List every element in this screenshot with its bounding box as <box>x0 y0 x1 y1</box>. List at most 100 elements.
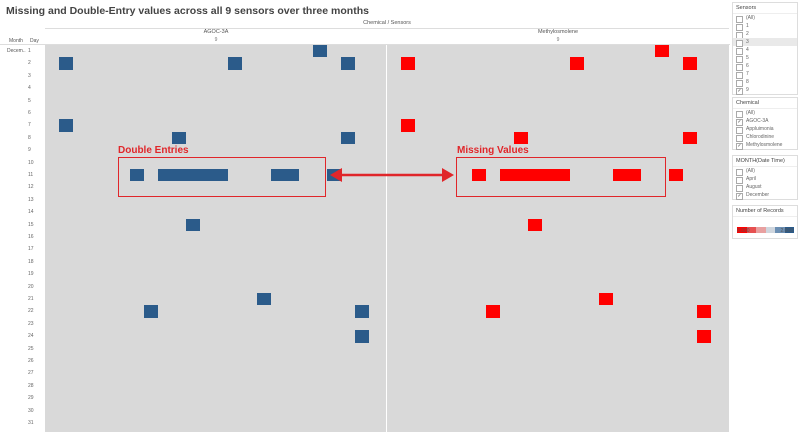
day-label: 21 <box>28 296 34 302</box>
missing-value-cell[interactable] <box>471 169 486 182</box>
missing-value-cell[interactable] <box>697 305 712 318</box>
missing-value-cell[interactable] <box>612 169 627 182</box>
checkbox-icon[interactable] <box>736 63 743 71</box>
double-entry-cell[interactable] <box>214 169 229 182</box>
chemical-option[interactable]: Chlorodinine <box>733 133 797 142</box>
double-entry-cell[interactable] <box>256 293 271 306</box>
chemical-option[interactable]: ✓ AGOC-3A <box>733 117 797 126</box>
sensor-option[interactable]: 1 <box>733 22 797 31</box>
double-entry-cell[interactable] <box>270 169 285 182</box>
legend-swatch <box>746 227 756 233</box>
missing-value-cell[interactable] <box>401 119 416 132</box>
checkbox-icon[interactable] <box>736 110 743 118</box>
checkbox-icon[interactable] <box>736 71 743 79</box>
chemical-option[interactable]: ✓ Methylosmolene <box>733 141 797 150</box>
day-label: 19 <box>28 271 34 278</box>
checkbox-icon[interactable]: ✓ <box>736 142 743 150</box>
day-label: 27 <box>28 370 34 377</box>
checkbox-icon[interactable] <box>736 79 743 87</box>
checkbox-icon[interactable] <box>736 23 743 31</box>
checkbox-icon[interactable] <box>736 168 743 176</box>
checkbox-icon[interactable] <box>736 134 743 142</box>
double-entry-cell[interactable] <box>186 218 201 231</box>
missing-value-cell[interactable] <box>598 293 613 306</box>
checkbox-icon[interactable] <box>736 47 743 55</box>
month-option[interactable]: August <box>733 183 797 192</box>
day-label: 13 <box>28 196 34 203</box>
checkbox-icon[interactable] <box>736 39 743 47</box>
double-entry-cell[interactable] <box>355 330 370 343</box>
missing-value-cell[interactable] <box>499 169 514 182</box>
missing-value-cell[interactable] <box>697 330 712 343</box>
legend-swatch <box>784 227 794 233</box>
sensor-option[interactable]: 3 <box>733 38 797 47</box>
double-entry-cell[interactable] <box>341 57 356 70</box>
double-entry-cell[interactable] <box>186 169 201 182</box>
day-label: 16 <box>28 234 34 240</box>
missing-value-cell[interactable] <box>528 218 543 231</box>
day-label: 1 <box>28 48 31 54</box>
sensor-option[interactable]: 4 <box>733 46 797 55</box>
double-entry-cell[interactable] <box>59 119 74 132</box>
day-label: 2 <box>28 60 31 67</box>
sensor-option[interactable]: 7 <box>733 70 797 79</box>
checkbox-icon[interactable] <box>736 184 743 192</box>
dashboard-title: Missing and Double-Entry values across a… <box>6 5 369 17</box>
chemical-option-label: (All) <box>746 110 755 116</box>
sensor-option[interactable]: 6 <box>733 62 797 71</box>
month-option[interactable]: ✓ December <box>733 191 797 200</box>
day-label: 4 <box>28 85 31 92</box>
double-entry-cell[interactable] <box>341 131 356 145</box>
double-entry-cell[interactable] <box>284 169 299 182</box>
month-option-label: (All) <box>746 168 755 174</box>
checkbox-icon[interactable] <box>736 126 743 134</box>
missing-value-cell[interactable] <box>669 169 684 182</box>
double-entry-cell[interactable] <box>129 169 144 182</box>
day-label: 5 <box>28 97 31 104</box>
missing-value-cell[interactable] <box>401 57 416 70</box>
missing-value-cell[interactable] <box>683 131 698 145</box>
missing-value-cell[interactable] <box>542 169 557 182</box>
missing-value-cell[interactable] <box>654 45 669 58</box>
missing-value-cell[interactable] <box>513 131 528 145</box>
double-entry-cell[interactable] <box>157 169 172 182</box>
double-entry-cell[interactable] <box>143 305 158 318</box>
double-entry-cell[interactable] <box>355 305 370 318</box>
checkbox-icon[interactable] <box>736 55 743 63</box>
missing-value-cell[interactable] <box>513 169 528 182</box>
month-option-label: December <box>746 192 770 198</box>
sensor-option[interactable]: 8 <box>733 78 797 87</box>
missing-value-cell[interactable] <box>570 57 585 70</box>
missing-value-cell[interactable] <box>485 305 500 318</box>
missing-value-cell[interactable] <box>683 57 698 70</box>
sensors-filter-title: Sensors <box>733 3 797 14</box>
checkbox-icon[interactable] <box>736 15 743 23</box>
sensor-option[interactable]: 2 <box>733 30 797 39</box>
day-label: 8 <box>28 134 31 141</box>
double-entry-cell[interactable] <box>171 131 186 145</box>
missing-value-cell[interactable] <box>556 169 571 182</box>
checkbox-icon[interactable]: ✓ <box>736 192 743 200</box>
missing-values-box <box>456 157 666 197</box>
sensor-option[interactable]: (All) <box>733 14 797 23</box>
sensor-option[interactable]: ✓ 9 <box>733 86 797 95</box>
legend-card: Number of Records 0.000 2.000 <box>732 205 798 239</box>
double-entry-cell[interactable] <box>171 169 186 182</box>
day-label: 12 <box>28 184 34 191</box>
checkbox-icon[interactable] <box>736 176 743 184</box>
checkbox-icon[interactable]: ✓ <box>736 87 743 95</box>
legend-swatch <box>765 227 775 233</box>
month-option[interactable]: April <box>733 175 797 184</box>
month-option[interactable]: (All) <box>733 167 797 176</box>
double-entry-cell[interactable] <box>200 169 215 182</box>
sensor-option[interactable]: 5 <box>733 54 797 63</box>
chemical-option[interactable]: Appluimonia <box>733 125 797 134</box>
chemical-option[interactable]: (All) <box>733 109 797 118</box>
double-entry-cell[interactable] <box>312 45 327 58</box>
missing-value-cell[interactable] <box>626 169 641 182</box>
sensor-option-label: 2 <box>746 31 749 37</box>
double-entry-cell[interactable] <box>59 57 74 70</box>
missing-value-cell[interactable] <box>528 169 543 182</box>
double-entry-cell[interactable] <box>228 57 243 70</box>
checkbox-icon[interactable]: ✓ <box>736 118 743 126</box>
